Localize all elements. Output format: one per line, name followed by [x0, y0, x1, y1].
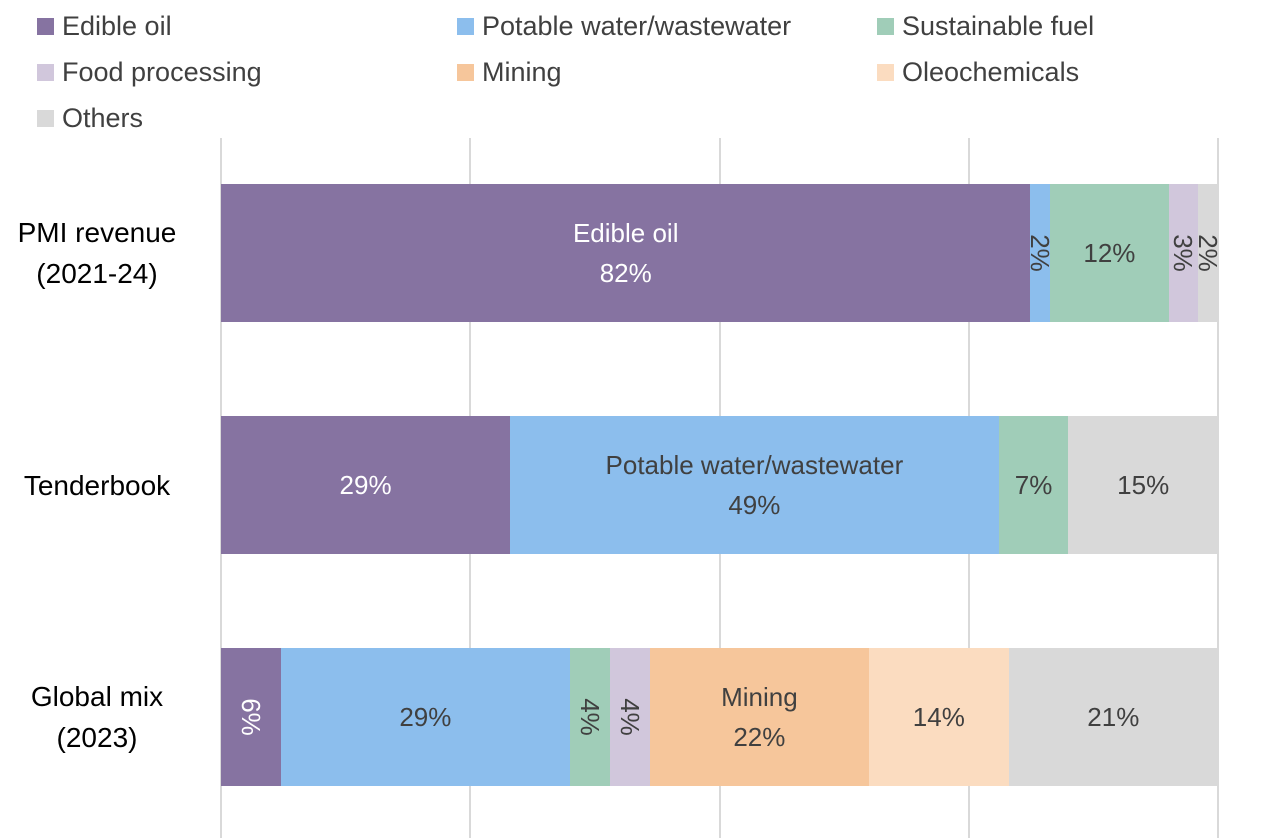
category-label: PMI revenue (2021-24) [17, 217, 177, 289]
bar-segment: 4% [609, 648, 650, 786]
data-label: Edible oil 82% [572, 218, 679, 288]
data-label: 4% [574, 698, 605, 736]
legend-swatch [457, 63, 474, 81]
data-label: 4% [614, 698, 645, 736]
bar-segment: 29% [280, 648, 570, 786]
legend-swatch [37, 109, 54, 127]
bar-segment: 6% [221, 648, 281, 786]
legend-label: Others [62, 102, 144, 133]
legend-item-sustainable-fuel: Sustainable fuel [877, 9, 1094, 43]
legend-item-food-processing: Food processing [37, 55, 262, 89]
data-label: Mining 22% [721, 682, 798, 752]
bar-segment: 2% [1025, 184, 1055, 322]
bar-segment: Potable water/wastewater 49% [510, 416, 999, 554]
bar-segment: 2% [1193, 184, 1223, 322]
legend-swatch [877, 17, 894, 35]
bar-segment: 14% [869, 648, 1009, 786]
gridline [1217, 138, 1219, 838]
legend-swatch [37, 63, 54, 81]
legend-label: Oleochemicals [902, 56, 1080, 87]
legend-swatch [457, 17, 474, 35]
data-label: 12% [1083, 238, 1136, 268]
data-label: 29% [339, 470, 392, 500]
legend-label: Potable water/wastewater [482, 10, 792, 41]
legend-swatch [877, 63, 894, 81]
data-label: Potable water/wastewater 49% [605, 450, 904, 520]
bar-segment: Edible oil 82% [221, 184, 1031, 322]
bar-segment: 3% [1168, 184, 1198, 322]
bar-segment: Mining 22% [649, 648, 870, 786]
legend-label: Sustainable fuel [902, 10, 1095, 41]
bar-segment: 21% [1008, 648, 1218, 786]
legend-label: Edible oil [62, 10, 172, 41]
category-label: Tenderbook [23, 469, 171, 501]
bar-segment: 4% [569, 648, 610, 786]
bar-segment: 12% [1050, 184, 1169, 322]
data-label: 14% [912, 702, 965, 732]
legend-item-mining: Mining [457, 55, 562, 89]
data-label: 7% [1014, 470, 1053, 500]
data-label: 15% [1117, 470, 1170, 500]
legend-item-oleochemicals: Oleochemicals [877, 55, 1079, 89]
legend-label: Food processing [62, 56, 262, 87]
data-label: 21% [1087, 702, 1140, 732]
bar-segment: 29% [221, 416, 511, 554]
data-label: 6% [235, 698, 266, 736]
category-label: Global mix (2023) [30, 681, 164, 753]
bar-segment: 7% [998, 416, 1069, 554]
legend-swatch [37, 17, 54, 35]
legend-item-edible-oil: Edible oil [37, 9, 172, 43]
bar-segment: 15% [1068, 416, 1218, 554]
legend-label: Mining [482, 56, 562, 87]
legend-item-potable-water-wastewater: Potable water/wastewater [457, 9, 791, 43]
legend-item-others: Others [37, 101, 143, 135]
data-label: 2% [1193, 234, 1224, 272]
data-label: 29% [399, 702, 452, 732]
